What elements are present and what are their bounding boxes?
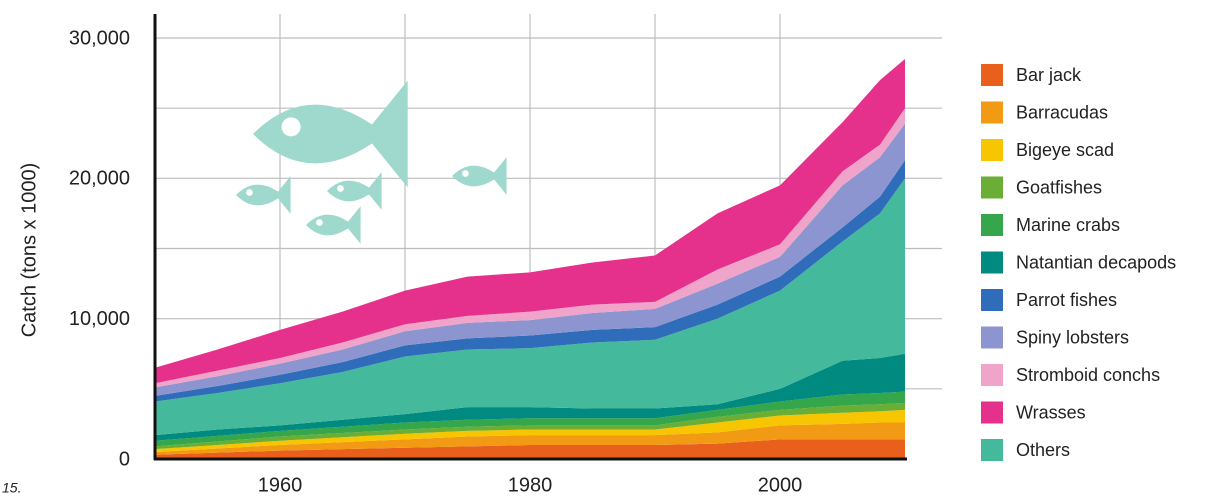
x-tick-label: 1980 xyxy=(508,474,553,496)
legend-swatch xyxy=(981,439,1003,461)
legend-label: Natantian decapods xyxy=(1016,252,1176,272)
annotation: 15. xyxy=(2,480,21,496)
chart: Catch (tons x 1000) 15. Bar jack Barracud… xyxy=(0,0,1219,501)
legend-label: Bar jack xyxy=(1016,65,1082,85)
y-tick-label: 30,000 xyxy=(69,27,130,49)
y-axis-label: Catch (tons x 1000) xyxy=(18,163,40,338)
decoration xyxy=(236,80,507,243)
legend-label: Marine crabs xyxy=(1016,215,1120,235)
legend-swatch xyxy=(981,139,1003,161)
legend-label: Parrot fishes xyxy=(1016,290,1117,310)
legend-label: Others xyxy=(1016,440,1070,460)
legend-label: Bigeye scad xyxy=(1016,140,1114,160)
legend-swatch xyxy=(981,177,1003,199)
legend-swatch xyxy=(981,402,1003,424)
x-tick-label: 2000 xyxy=(758,474,803,496)
legend-label: Spiny lobsters xyxy=(1016,327,1129,347)
legend-swatch xyxy=(981,214,1003,236)
x-tick-label: 1960 xyxy=(258,474,303,496)
legend-label: Wrasses xyxy=(1016,402,1086,422)
legend-swatch xyxy=(981,364,1003,386)
legend-swatch xyxy=(981,252,1003,274)
y-tick-label: 10,000 xyxy=(69,308,130,330)
y-tick-label: 0 xyxy=(119,448,130,470)
legend-swatch xyxy=(981,327,1003,349)
legend: Bar jack Barracudas Bigeye scad Goatfishes M… xyxy=(981,64,1176,461)
legend-label: Goatfishes xyxy=(1016,177,1102,197)
y-tick-label: 20,000 xyxy=(69,168,130,190)
legend-swatch xyxy=(981,289,1003,311)
legend-swatch xyxy=(981,102,1003,124)
legend-swatch xyxy=(981,64,1003,86)
legend-label: Barracudas xyxy=(1016,102,1108,122)
legend-label: Stromboid conchs xyxy=(1016,365,1160,385)
